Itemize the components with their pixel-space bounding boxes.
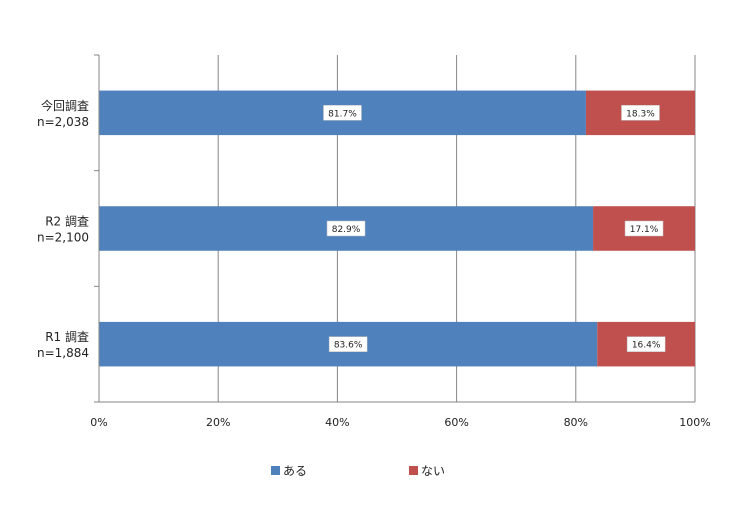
data-label: 17.1% <box>630 225 659 235</box>
x-tick-label: 40% <box>325 416 349 429</box>
x-tick-label: 0% <box>90 416 107 429</box>
x-tick-label: 100% <box>679 416 710 429</box>
data-label-box <box>323 105 362 121</box>
x-tick-label: 80% <box>564 416 588 429</box>
data-label: 81.7% <box>328 109 357 119</box>
category-label: 今回調査 <box>41 98 89 113</box>
data-label-box <box>326 220 366 237</box>
x-tick-label: 60% <box>444 416 468 429</box>
data-label-box <box>621 105 660 121</box>
legend-label: ある <box>283 464 307 478</box>
data-label: 18.3% <box>626 109 655 119</box>
data-label-box <box>626 336 666 352</box>
axes: 0% 20% 40% 60% 80% 100% 今回調査 n=2,038 R2 調査 n=2,10… <box>37 54 711 429</box>
data-label: 83.6% <box>334 341 363 351</box>
category-sample-size: n=1,884 <box>37 346 89 360</box>
data-label-box <box>624 220 664 237</box>
category-sample-size: n=2,038 <box>37 115 89 129</box>
legend: ある ない <box>271 464 445 478</box>
category-sample-size: n=2,100 <box>37 231 89 245</box>
data-label: 82.9% <box>332 225 361 235</box>
data-label: 16.4% <box>632 341 661 351</box>
category-label: R2 調査 <box>45 215 89 229</box>
legend-label: ない <box>421 464 445 478</box>
x-tick-label: 20% <box>206 416 230 429</box>
bars: 81.7% 18.3% 82.9% 17.1% 83.6% 16.4% <box>99 90 695 367</box>
legend-swatch <box>271 466 280 475</box>
category-label: R1 調査 <box>45 330 89 344</box>
legend-swatch <box>409 466 418 475</box>
data-label-box <box>328 336 368 352</box>
